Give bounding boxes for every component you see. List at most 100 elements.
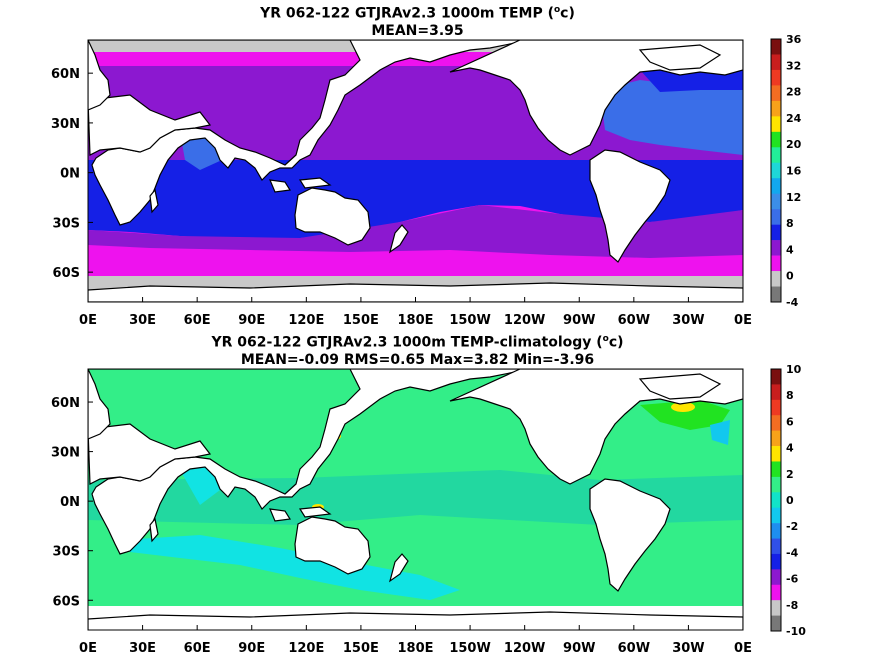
panel2-x-tick-label: 30E	[129, 641, 156, 656]
panel1-x-tick-label: 0E	[734, 313, 752, 328]
panel2-x-tick-label: 150E	[343, 641, 379, 656]
panel2-y-tick-label: 30S	[53, 545, 80, 560]
panel2-colorbar-label: 10	[786, 363, 802, 376]
panel1-x-tick-label: 30W	[672, 313, 704, 328]
panel1-y-tick-label: 60N	[51, 67, 80, 82]
panel2-colorbar-swatch	[771, 584, 781, 601]
panel1-colorbar-swatch	[771, 54, 781, 71]
panel1-y-tick-label: 0N	[60, 167, 80, 182]
panel1-colorbar-swatch	[771, 39, 781, 55]
panel1-colorbar-label: 4	[786, 243, 794, 256]
panel1-colorbar-swatch	[771, 116, 781, 133]
panel1-colorbar-swatch	[771, 255, 781, 272]
panel2-labrador-warm-spot	[671, 402, 695, 412]
panel1-title-line2: MEAN=3.95	[371, 22, 464, 39]
panel2-x-tick-label: 150W	[449, 641, 490, 656]
panel2-colorbar-label: 8	[786, 389, 794, 402]
panel1-x-tick-label: 90W	[563, 313, 595, 328]
panel1-colorbar-swatch	[771, 85, 781, 102]
panel2-colorbar-swatch	[771, 600, 781, 616]
axes: 0E 30E 60E 90E 120E 150E 180E 150W 120W 90W 60W 30W…	[51, 67, 752, 656]
panel2-colorbar-label: -2	[786, 520, 798, 533]
panel2-north-atlantic-green	[640, 400, 730, 430]
panel1-north-atlantic	[600, 80, 743, 155]
panel2-title: YR 062-122 GTJRAv2.3 1000m TEMP-climatol…	[0, 331, 835, 369]
panel2-colorbar-swatch	[771, 492, 781, 509]
panel1-x-tick-label: 180E	[397, 313, 433, 328]
panel1-colorbar-label: 16	[786, 165, 802, 178]
panel1-x-tick-label: 150E	[343, 313, 379, 328]
panel2-x-tick-label: 120E	[288, 641, 324, 656]
panel1-title-line1: YR 062-122 GTJRAv2.3 1000m TEMP (oc)	[260, 5, 575, 22]
panel2-y-tick-label: 60S	[53, 594, 80, 609]
panel2-x-tick-label: 120W	[504, 641, 545, 656]
panel1-x-tick-label: 150W	[449, 313, 490, 328]
panel1-x-tick-label: 120E	[288, 313, 324, 328]
panel2-colorbar-swatch	[771, 507, 781, 524]
panel2-x-tick-label: 0E	[79, 641, 97, 656]
panel1-x-tick-label: 30E	[129, 313, 156, 328]
panel2-colorbar-label: 4	[786, 442, 794, 455]
panel1-y-tick-label: 30S	[53, 216, 80, 231]
panel1-colorbar-swatch	[771, 240, 781, 256]
panel1-colorbar-swatch	[771, 286, 781, 303]
panel2-colorbar-swatch	[771, 538, 781, 555]
panel2-southern-cyan	[120, 535, 460, 600]
panel2-y-tick-label: 30N	[51, 446, 80, 461]
panel1-colorbar-swatch	[771, 131, 781, 148]
panel2-colorbar-label: 6	[786, 415, 794, 428]
panel2-colorbar-swatch	[771, 430, 781, 447]
panel2-x-tick-label: 0E	[734, 641, 752, 656]
panel1-colorbar-swatch	[771, 271, 781, 287]
panel1-colorbar-swatch	[771, 69, 781, 86]
panel1-y-tick-label: 30N	[51, 117, 80, 132]
panel1-colorbar-label: 12	[786, 191, 801, 204]
panel1-x-tick-label: 120W	[504, 313, 545, 328]
panel2-x-tick-label: 90E	[238, 641, 265, 656]
panel1-colorbar-label: 32	[786, 59, 801, 72]
panel2-atlantic-cold-spot	[710, 420, 730, 445]
panel2-colorbar-swatch	[771, 553, 781, 570]
panel1-colorbar-swatch	[771, 162, 781, 179]
panel1-ocean-tropical-band	[88, 160, 743, 240]
panel2-x-tick-label: 90W	[563, 641, 595, 656]
panel1-colorbar-label: -4	[786, 296, 799, 309]
panel1-x-tick-label: 60W	[618, 313, 650, 328]
panel2-title-line1: YR 062-122 GTJRAv2.3 1000m TEMP-climatol…	[211, 334, 624, 351]
panel2-title-line2: MEAN=-0.09 RMS=0.65 Max=3.82 Min=-3.96	[240, 351, 595, 368]
panel1-colorbar-swatch	[771, 100, 781, 117]
panel1-colorbar-swatch	[771, 147, 781, 164]
panel2-colorbar-label: 0	[786, 494, 794, 507]
panel2-colorbar-swatch	[771, 476, 781, 493]
panel2-x-tick-label: 30W	[672, 641, 704, 656]
panel2-map	[88, 369, 743, 630]
panel2-colorbar-swatch	[771, 461, 781, 478]
panel2-y-tick-label: 0N	[60, 495, 80, 510]
panel2-colorbar-swatch	[771, 384, 781, 401]
panel2-colorbar-swatch	[771, 369, 781, 385]
panel1-colorbar-frame	[770, 38, 782, 303]
panel2-x-tick-label: 180E	[397, 641, 433, 656]
panel2-colorbar-frame	[770, 368, 782, 632]
panel2-colorbar-label: 2	[786, 468, 794, 481]
panel1-colorbar-swatch	[771, 209, 781, 225]
panel2-colorbar-label: -10	[786, 625, 806, 638]
panel1-colorbar-label: 20	[786, 138, 802, 151]
panel2-colorbar-swatch	[771, 615, 781, 632]
panel1-title: YR 062-122 GTJRAv2.3 1000m TEMP (oc) MEA…	[0, 2, 835, 40]
panel1-colorbar-label: 28	[786, 86, 801, 99]
panel2-colorbar-swatch	[771, 523, 781, 539]
panel1-colorbar-label: 0	[786, 270, 794, 283]
panel1-colorbar-swatch	[771, 178, 781, 195]
panel1-y-tick-label: 60S	[53, 266, 80, 281]
panel1-x-tick-label: 0E	[79, 313, 97, 328]
panel2-colorbar-swatch	[771, 446, 781, 462]
panel1-ocean-south-band	[88, 205, 743, 258]
panel2-y-tick-label: 60N	[51, 396, 80, 411]
panel1-x-tick-label: 90E	[238, 313, 265, 328]
panel1-colorbar-swatch	[771, 224, 781, 241]
panel2-colorbar-label: -8	[786, 599, 798, 612]
panel2-colorbar-label: -4	[786, 546, 799, 559]
